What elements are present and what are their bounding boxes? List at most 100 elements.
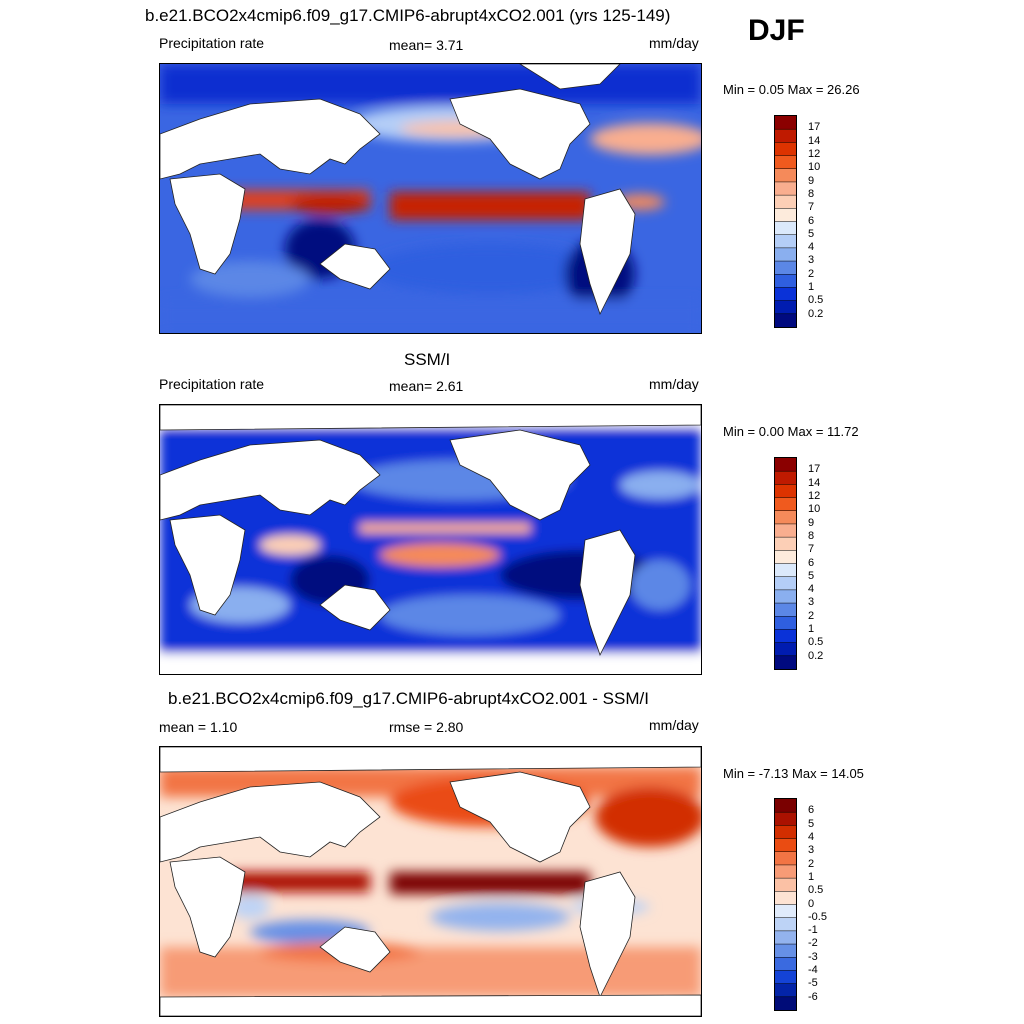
colorbar-swatch (775, 181, 796, 196)
colorbar-swatch (775, 799, 796, 813)
colorbar-swatch (775, 864, 796, 879)
colorbar-tick-label: 9 (808, 516, 815, 529)
colorbar-swatch (775, 603, 796, 617)
panel2-variable-label: Precipitation rate (159, 376, 265, 392)
colorbar-swatch (775, 523, 796, 538)
colorbar-swatch (775, 825, 796, 840)
colorbar-tick-label: 10 (808, 503, 821, 516)
colorbar-swatch (775, 838, 796, 853)
panel2-title: SSM/I (404, 350, 451, 369)
colorbar-swatch (775, 629, 796, 644)
colorbar-tick-label: -4 (808, 964, 818, 977)
colorbar-tick-label: 0 (808, 897, 815, 910)
panel2-minmax-label: Min = 0.00 Max = 11.72 (723, 424, 859, 439)
colorbar-tick-label: -3 (808, 950, 818, 963)
panel1-colorbar (774, 115, 797, 328)
panel1-minmax-label: Min = 0.05 Max = 26.26 (723, 82, 860, 97)
colorbar-swatch (775, 576, 796, 591)
colorbar-swatch (775, 300, 796, 315)
colorbar-swatch (775, 234, 796, 249)
colorbar-swatch (775, 195, 796, 209)
panel1-continents (160, 64, 636, 316)
colorbar-tick-label: 17 (808, 121, 821, 134)
colorbar-tick-label: 5 (808, 227, 815, 240)
panel2-colorbar (774, 457, 797, 670)
colorbar-tick-label: 1 (808, 623, 815, 636)
colorbar-swatch (775, 142, 796, 157)
colorbar-tick-label: 3 (808, 844, 815, 857)
panel3-minmax-label: Min = -7.13 Max = 14.05 (723, 766, 864, 781)
colorbar-tick-label: 6 (808, 804, 815, 817)
colorbar-tick-label: 9 (808, 174, 815, 187)
panel3-colorbar (774, 798, 797, 1011)
panel3-map (159, 746, 702, 1017)
colorbar-swatch (775, 655, 796, 669)
panel2-map-field (160, 405, 701, 674)
colorbar-swatch (775, 917, 796, 932)
panel3-title: b.e21.BCO2x4cmip6.f09_g17.CMIP6-abrupt4x… (168, 689, 649, 708)
colorbar-tick-label: 12 (808, 147, 821, 160)
colorbar-swatch (775, 616, 796, 630)
colorbar-swatch (775, 155, 796, 170)
colorbar-tick-label: 10 (808, 161, 821, 174)
colorbar-swatch (775, 812, 796, 826)
colorbar-swatch (775, 168, 796, 183)
colorbar-tick-label: 0.2 (808, 307, 824, 320)
colorbar-tick-label: 1 (808, 870, 815, 883)
colorbar-swatch (775, 996, 796, 1010)
panel3-mean-label: mean = 1.10 (159, 719, 238, 735)
colorbar-tick-label: 14 (808, 476, 821, 489)
colorbar-tick-label: -1 (808, 924, 818, 937)
colorbar-tick-label: 8 (808, 187, 815, 200)
colorbar-tick-label: 12 (808, 489, 821, 502)
colorbar-swatch (775, 944, 796, 958)
colorbar-swatch (775, 458, 796, 472)
colorbar-tick-label: 3 (808, 254, 815, 267)
colorbar-swatch (775, 208, 796, 222)
season-label: DJF (748, 14, 805, 47)
colorbar-swatch (775, 970, 796, 985)
colorbar-tick-label: 5 (808, 817, 815, 830)
colorbar-swatch (775, 116, 796, 130)
panel2-mean-label: mean= 2.61 (389, 378, 464, 394)
panel1-colorbar-swatches (775, 116, 796, 327)
colorbar-swatch (775, 878, 796, 892)
colorbar-swatch (775, 247, 796, 262)
panel1-map (159, 63, 702, 334)
colorbar-tick-label: 4 (808, 241, 815, 254)
colorbar-tick-label: 0.5 (808, 884, 824, 897)
colorbar-swatch (775, 261, 796, 275)
colorbar-swatch (775, 287, 796, 302)
colorbar-swatch (775, 497, 796, 512)
colorbar-swatch (775, 471, 796, 485)
colorbar-tick-label: 2 (808, 267, 815, 280)
colorbar-swatch (775, 537, 796, 551)
colorbar-tick-label: 7 (808, 543, 815, 556)
panel1-map-field (160, 64, 701, 333)
colorbar-tick-label: 8 (808, 529, 815, 542)
colorbar-swatch (775, 129, 796, 143)
panel1-variable-label: Precipitation rate (159, 35, 265, 51)
colorbar-tick-label: 2 (808, 857, 815, 870)
colorbar-tick-label: 3 (808, 596, 815, 609)
panel3-rmse-label: rmse = 2.80 (389, 719, 464, 735)
colorbar-swatch (775, 642, 796, 657)
colorbar-swatch (775, 484, 796, 499)
colorbar-swatch (775, 221, 796, 236)
panel3-units-label: mm/day (649, 717, 699, 733)
colorbar-tick-label: -5 (808, 977, 818, 990)
panel1-title: b.e21.BCO2x4cmip6.f09_g17.CMIP6-abrupt4x… (145, 6, 671, 25)
colorbar-swatch (775, 589, 796, 604)
colorbar-tick-label: 14 (808, 134, 821, 147)
colorbar-swatch (775, 904, 796, 919)
colorbar-tick-label: 0.2 (808, 649, 824, 662)
panel2-continents (160, 405, 701, 657)
colorbar-tick-label: 1 (808, 281, 815, 294)
colorbar-tick-label: 6 (808, 214, 815, 227)
colorbar-swatch (775, 891, 796, 905)
panel2-units-label: mm/day (649, 376, 699, 392)
colorbar-tick-label: 0.5 (808, 294, 824, 307)
colorbar-tick-label: 17 (808, 463, 821, 476)
colorbar-swatch (775, 550, 796, 564)
panel2-colorbar-swatches (775, 458, 796, 669)
